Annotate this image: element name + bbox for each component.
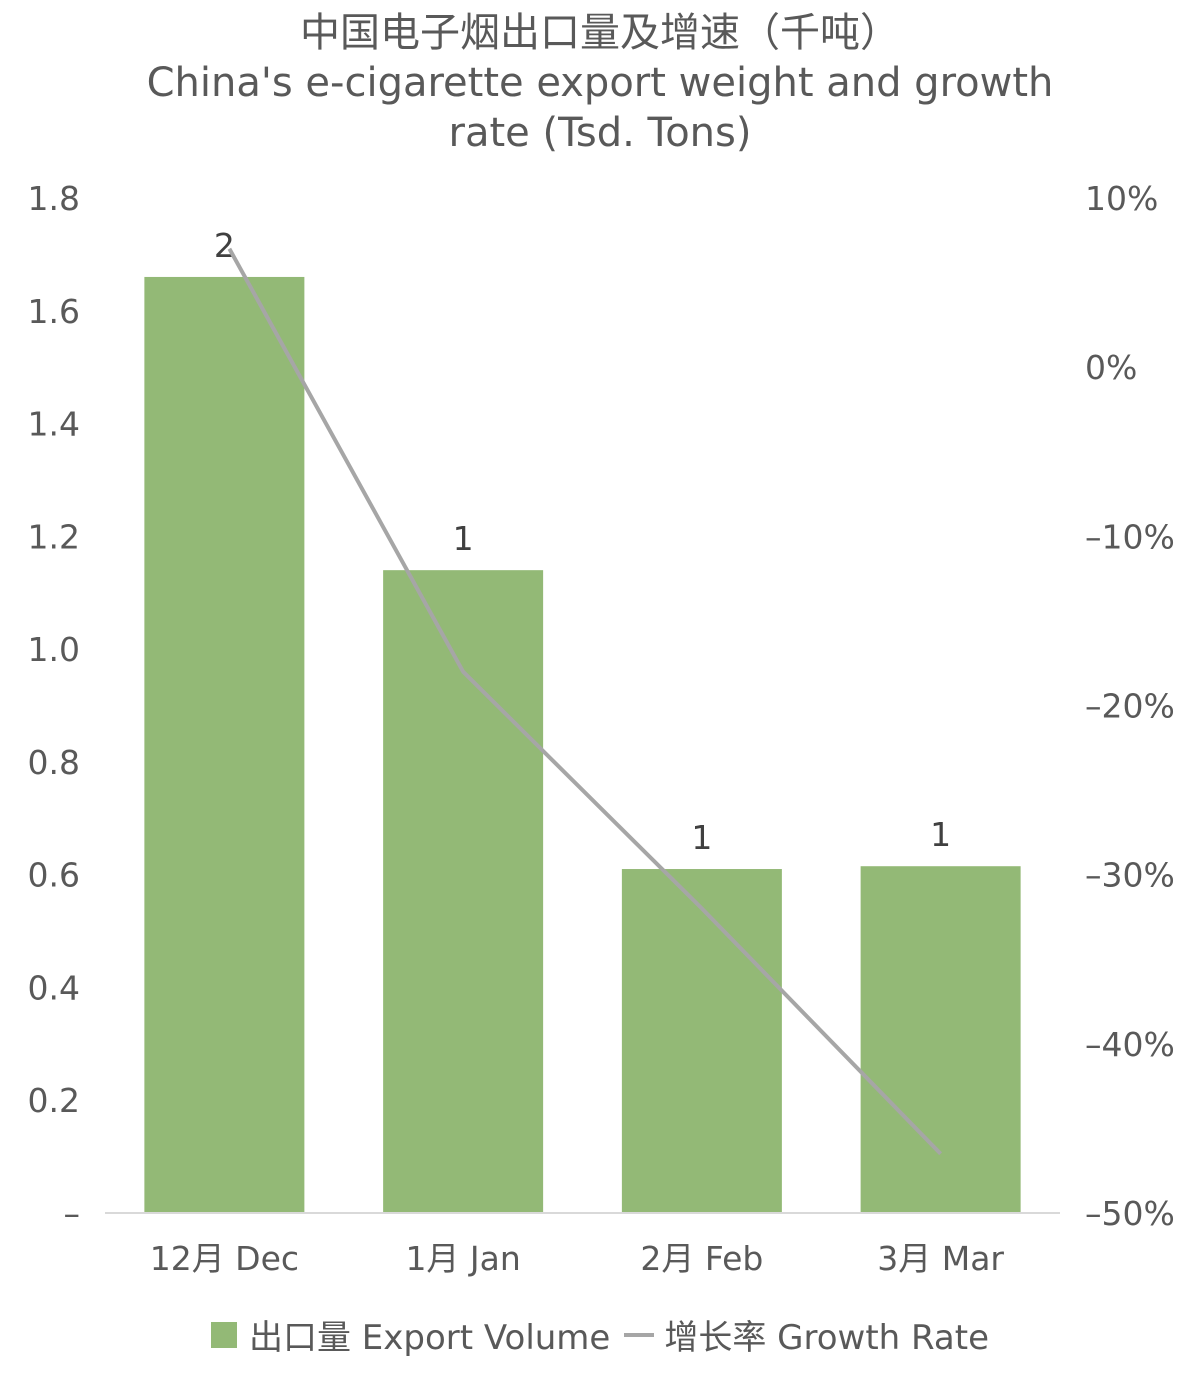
y-right-tick-label: –20% (1085, 687, 1175, 726)
y-left-tick-label: 1.8 (28, 179, 80, 218)
growth-rate-line (227, 247, 943, 1156)
y-left-tick-label: 1.4 (28, 405, 80, 444)
y-left-tick-label: 0.6 (28, 856, 80, 895)
y-left-tick-label: 0.4 (28, 968, 80, 1007)
chart-title: 中国电子烟出口量及增速（千吨） (300, 10, 900, 56)
y-right-tick-label: 0% (1085, 348, 1137, 387)
bar-export-volume (621, 869, 782, 1213)
bar-export-volume (860, 866, 1021, 1213)
y-right-tick-label: –40% (1085, 1025, 1175, 1064)
x-tick-label: 3月 Mar (877, 1239, 1004, 1278)
legend-swatch-growth-rate (624, 1332, 655, 1337)
bar-data-label: 1 (453, 519, 474, 558)
legend-label-export-volume: 出口量 Export Volume (248, 1318, 611, 1358)
bar-data-label: 1 (691, 818, 712, 857)
bar-data-label: 2 (214, 226, 235, 265)
x-tick-label: 12月 Dec (150, 1239, 299, 1278)
y-left-tick-label: 0.2 (28, 1081, 80, 1120)
x-tick-label: 2月 Feb (640, 1239, 763, 1278)
y-left-tick-label: 1.6 (28, 292, 80, 331)
bar-export-volume (144, 276, 305, 1213)
chart-subtitle-line-2: rate (Tsd. Tons) (448, 110, 752, 156)
legend: 出口量 Export Volume 增长率 Growth Rate (0, 1310, 1200, 1359)
y-left-tick-label: 1.2 (28, 517, 80, 556)
y-right-tick-label: 10% (1085, 179, 1158, 218)
bar-data-label: 1 (930, 815, 951, 854)
legend-swatch-export-volume (210, 1321, 237, 1348)
y-right-tick-label: –30% (1085, 856, 1175, 895)
y-left-tick-label: 1.0 (28, 630, 80, 669)
x-tick-label: 1月 Jan (405, 1239, 520, 1278)
y-left-tick-label: 0.8 (28, 743, 80, 782)
bar-export-volume (383, 570, 544, 1213)
y-right-tick-label: –10% (1085, 517, 1175, 556)
legend-label-growth-rate: 增长率 Growth Rate (664, 1318, 990, 1358)
y-left-tick-label: – (64, 1194, 81, 1233)
y-right-tick-label: –50% (1085, 1194, 1175, 1233)
chart-subtitle-line-1: China's e-cigarette export weight and gr… (146, 60, 1054, 106)
